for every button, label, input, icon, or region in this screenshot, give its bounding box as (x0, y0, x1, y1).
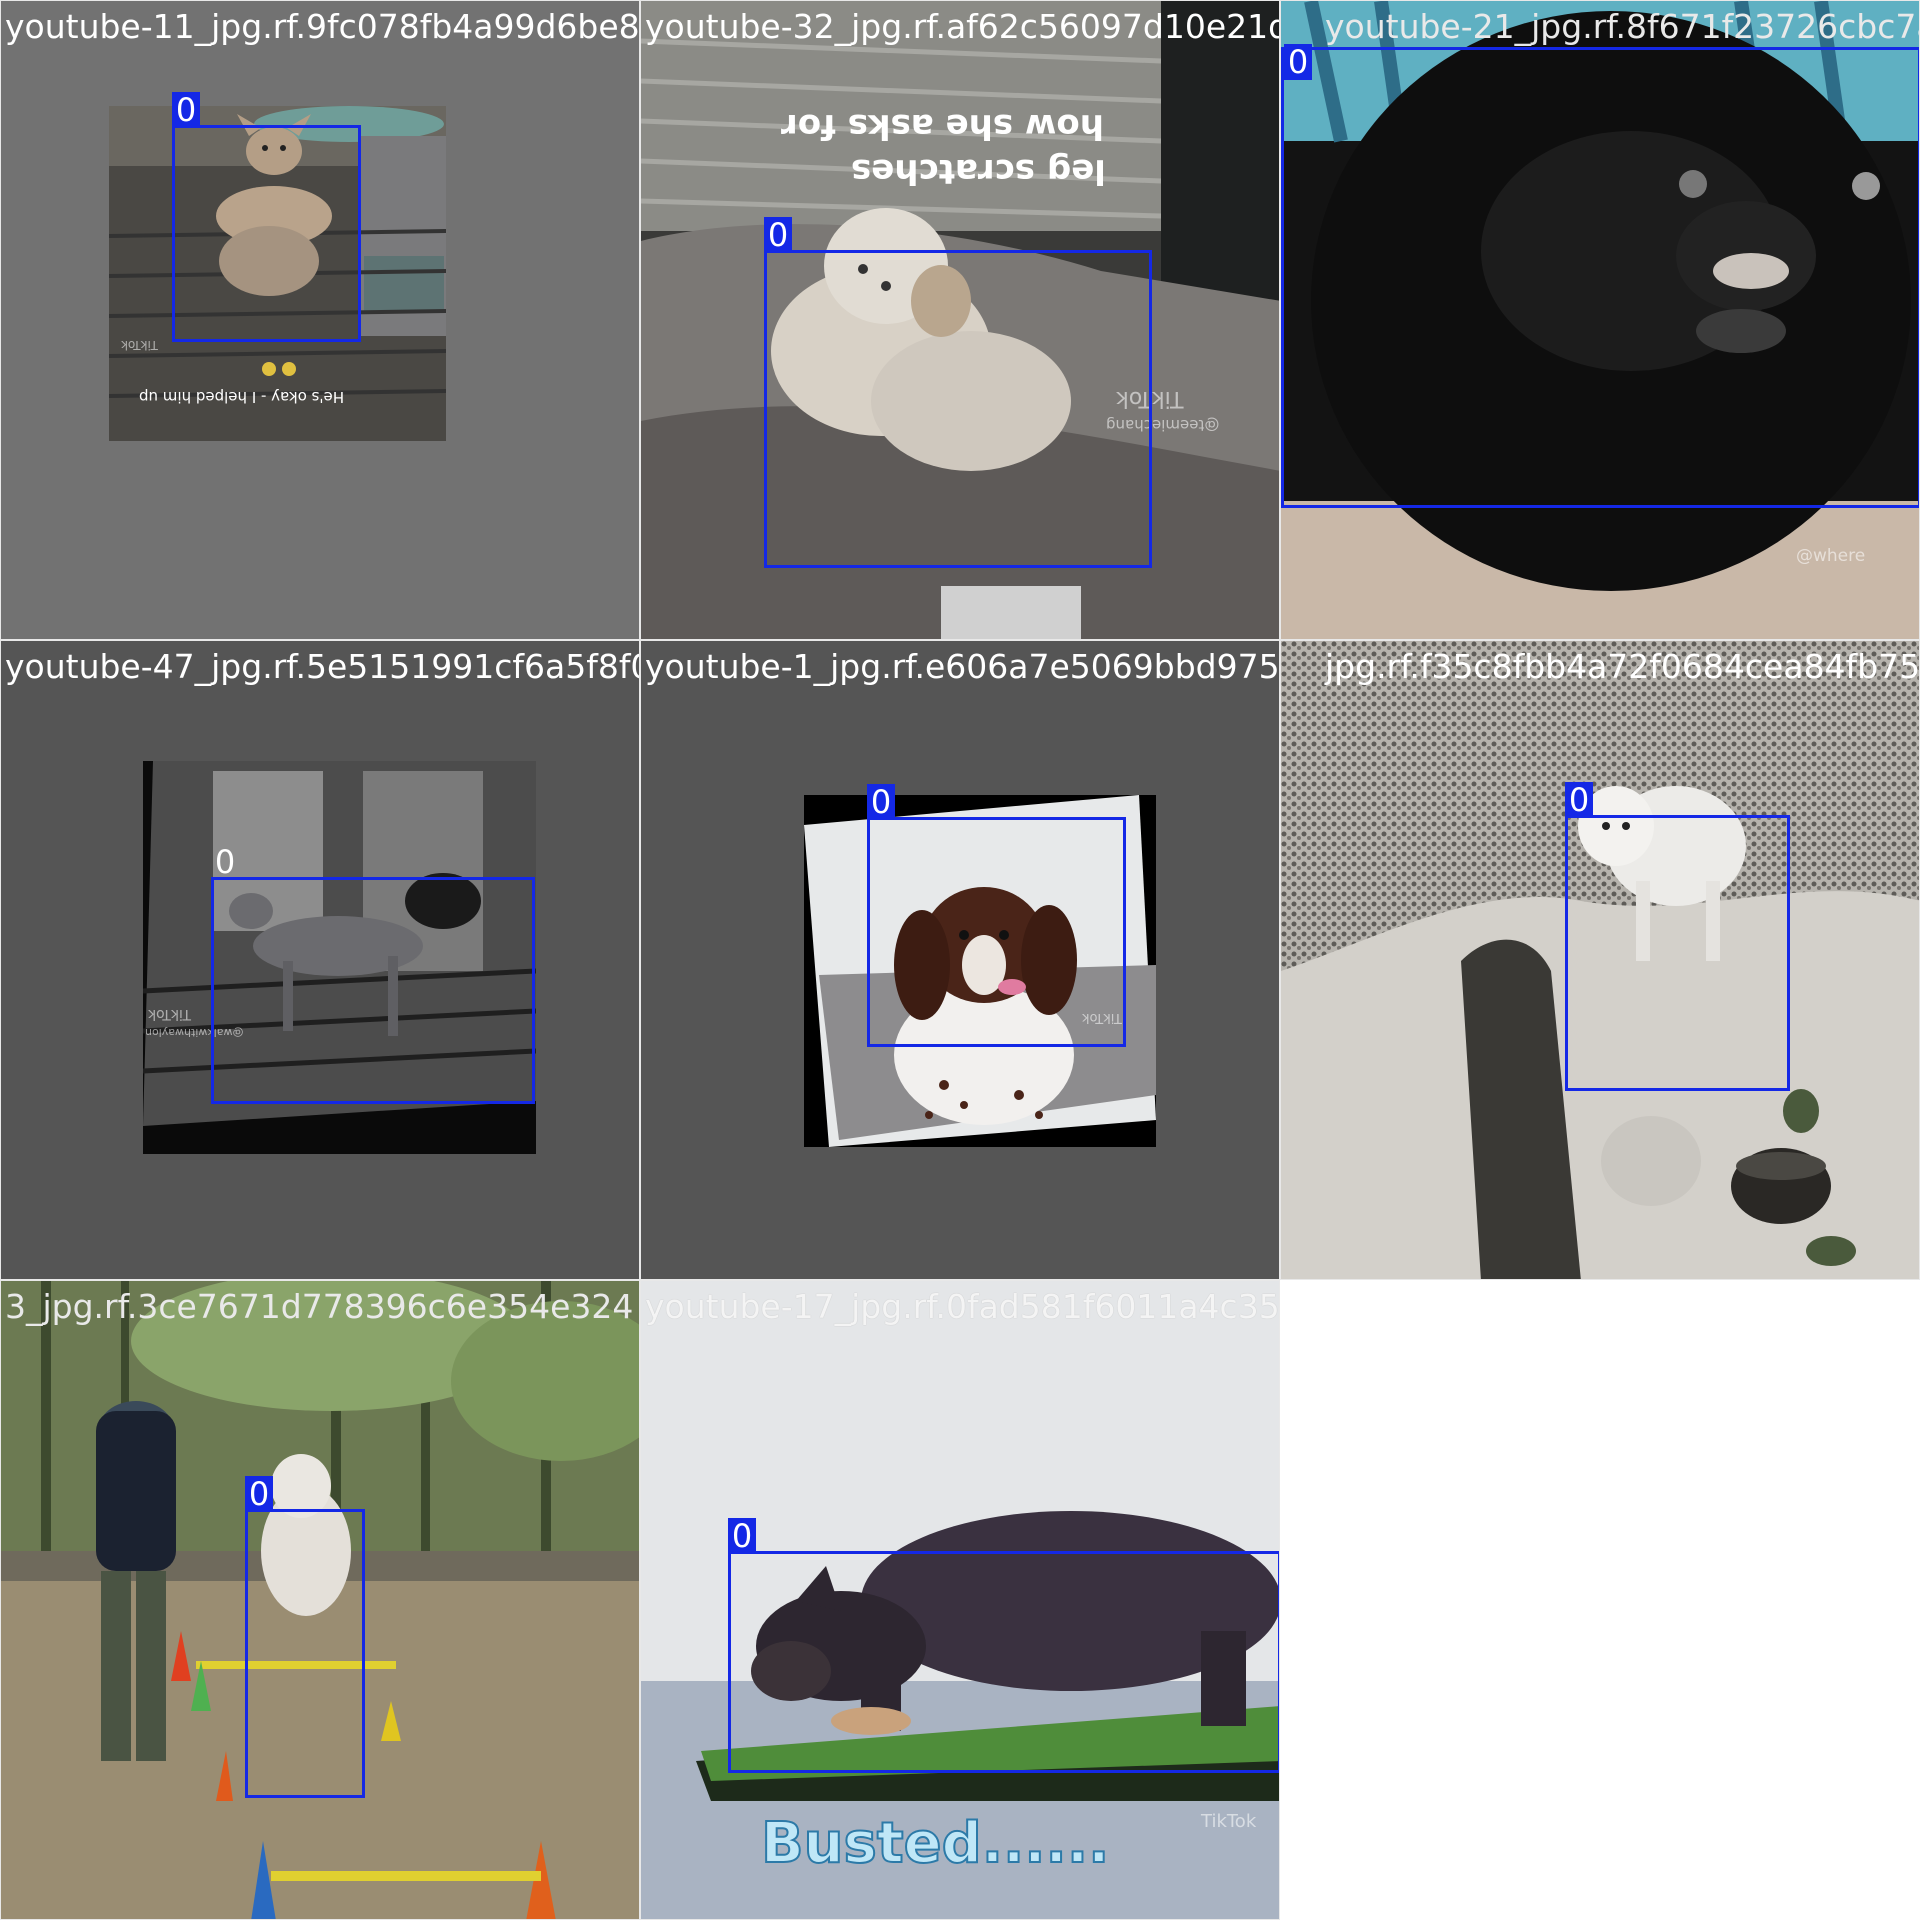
bbox-class-label: 0 (214, 843, 236, 881)
bbox-dog: 0 (728, 1518, 1279, 1773)
photo-gray-dog-porch-art (143, 761, 536, 1154)
tile-filename: youtube-32_jpg.rf.af62c56097d10e21d7b5d (645, 7, 1279, 46)
tile-filename: youtube-17_jpg.rf.0fad581f6011a4c3571d01 (645, 1287, 1280, 1326)
tile-7: 0 3_jpg.rf.3ce7671d778396c6e354e324 (0, 1280, 640, 1920)
bbox-dog: 0 (172, 92, 361, 342)
tiktok-watermark: TikTok (148, 1006, 191, 1022)
tile-2: how she asks for leg scratches TikTok @t… (640, 0, 1280, 640)
photo-caption: Busted...... (760, 1810, 1110, 1877)
bbox-class-label: 0 (1284, 44, 1312, 80)
bbox-class-label: 0 (728, 1518, 756, 1554)
photo-chihuahua: TikTok He's okay - I helped him up (109, 106, 446, 441)
photo-white-pomeranian (641, 1, 1279, 639)
bbox-class-label: 0 (245, 1476, 273, 1512)
photo-bully-dog-grass-mat (641, 1281, 1279, 1919)
tile-filename: youtube-1_jpg.rf.e606a7e5069bbd97557f290… (645, 647, 1280, 686)
photo-black-pomeranian (1281, 1, 1919, 639)
tiktok-watermark: TikTok (121, 338, 158, 352)
bbox-dog: 0 (867, 784, 1126, 1047)
photo-chihuahua-art (109, 106, 446, 441)
tile-filename: jpg.rf.f35c8fbb4a72f0684cea84fb75 (1325, 647, 1920, 686)
photo-caption: He's okay - I helped him up (139, 388, 345, 406)
bbox-dog: 0 (764, 217, 1152, 568)
caption-line-1: how she asks for (781, 106, 1104, 146)
bbox-dog: 0 (1565, 782, 1790, 1091)
tile-4: TikTok @walkwithwaylon 0 youtube-47_jpg.… (0, 640, 640, 1280)
photo-springer-spaniel: TikTok (804, 795, 1156, 1147)
tiktok-watermark: TikTok (1201, 1811, 1257, 1832)
bbox-dog: 0 (245, 1476, 365, 1798)
bbox-class-label: 0 (172, 92, 200, 128)
bbox-class-label: 0 (1565, 782, 1593, 818)
tile-5: TikTok 0 youtube-1_jpg.rf.e606a7e5069bbd… (640, 640, 1280, 1280)
tile-6: 0 jpg.rf.f35c8fbb4a72f0684cea84fb75 (1280, 640, 1920, 1280)
tiktok-handle: @where (1796, 546, 1866, 566)
bbox-class-label: 0 (867, 784, 895, 820)
caption-line-2: leg scratches (851, 151, 1106, 191)
tile-8: Busted...... TikTok 0 youtube-17_jpg.rf.… (640, 1280, 1280, 1920)
bbox-class-label: 0 (764, 217, 792, 253)
bbox-dog: 0 (211, 844, 535, 1104)
tile-filename: youtube-47_jpg.rf.5e5151991cf6a5f8f07d77 (5, 647, 639, 686)
tile-filename: youtube-21_jpg.rf.8f671f23726cbc7ar4 (1325, 7, 1920, 46)
photo-gray-dog-porch: TikTok @walkwithwaylon (143, 761, 536, 1154)
photo-springer-spaniel-art (804, 795, 1156, 1147)
tile-filename: youtube-11_jpg.rf.9fc078fb4a99d6be8d84bb… (5, 7, 640, 46)
bbox-dog: 0 (1281, 44, 1919, 508)
photo-white-puppy-garden (1281, 641, 1919, 1279)
tile-3: @where 0 youtube-21_jpg.rf.8f671f23726cb… (1280, 0, 1920, 640)
tile-filename: 3_jpg.rf.3ce7671d778396c6e354e324 (5, 1287, 634, 1326)
photo-dog-agility-park (1, 1281, 639, 1919)
tile-1: TikTok He's okay - I helped him up 0 you… (0, 0, 640, 640)
